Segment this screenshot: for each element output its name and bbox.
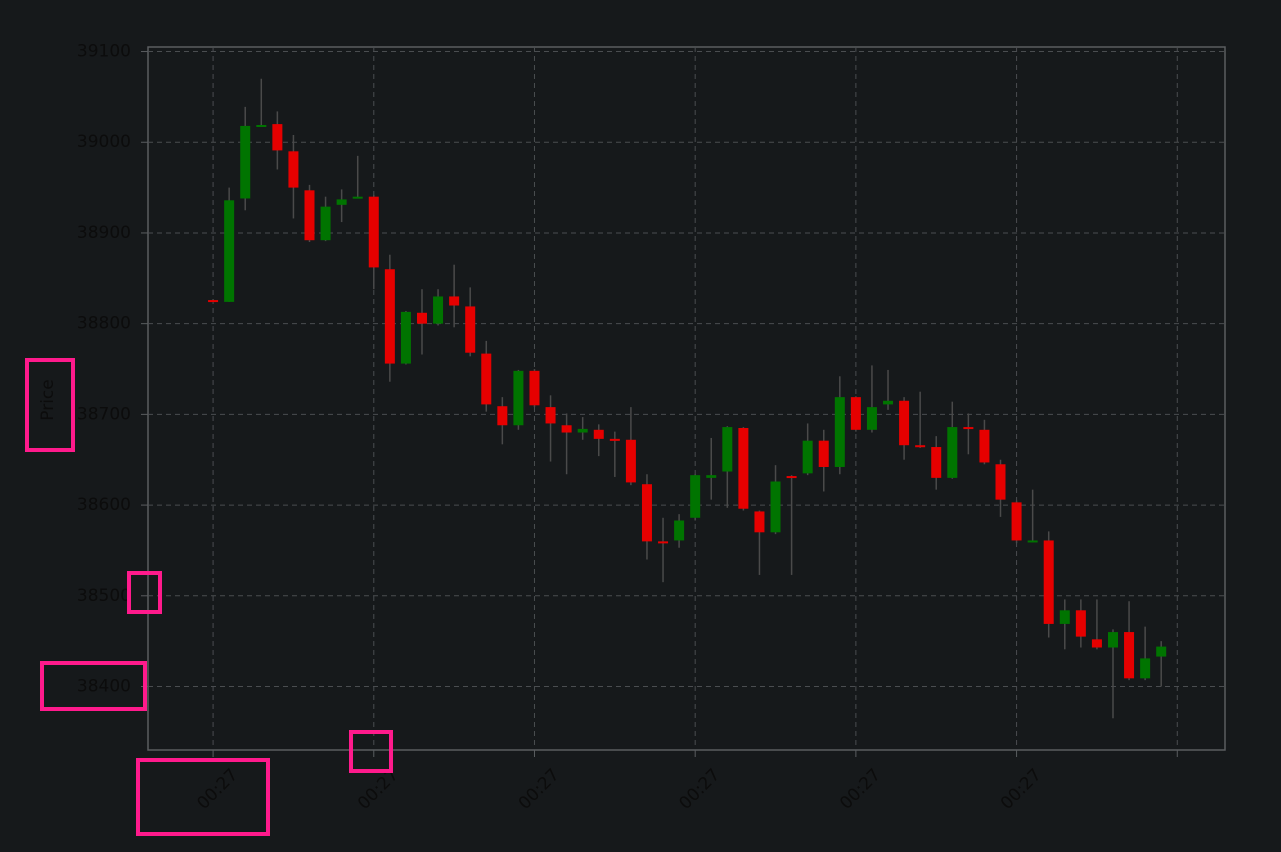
candle-body [416, 312, 427, 324]
candle-body [272, 124, 283, 151]
candle-body [658, 541, 669, 544]
candle-body [336, 199, 347, 205]
candle-body [368, 196, 379, 268]
plot-frame [147, 46, 1226, 751]
candle-body [320, 206, 331, 241]
candle-body [288, 151, 299, 188]
candle-body [593, 429, 604, 439]
candle-body [674, 520, 685, 541]
candle-body [931, 447, 942, 478]
highlight-box [127, 571, 162, 614]
candle-body [1075, 610, 1086, 637]
candle-body [609, 438, 620, 441]
candle-body [384, 269, 395, 364]
candle-body [995, 464, 1006, 500]
y-tick-label: 38600 [77, 495, 131, 515]
candle-body [1091, 639, 1102, 648]
candle-body [1107, 632, 1118, 648]
candle-body [786, 476, 797, 479]
candle-body [818, 440, 829, 467]
candle-body [850, 397, 861, 430]
candle-body [690, 475, 701, 518]
highlight-box [40, 661, 147, 711]
highlight-box [349, 730, 393, 773]
candle-body [802, 440, 813, 474]
candle-body [545, 407, 556, 424]
candle-body [1140, 658, 1151, 679]
candle-body [561, 425, 572, 433]
candle-body [240, 125, 251, 199]
candle-body [497, 406, 508, 426]
candle-body [770, 481, 781, 533]
candle-body [963, 427, 974, 430]
candle-body [834, 397, 845, 467]
candle-body [208, 300, 219, 303]
candle-body [625, 439, 636, 483]
candle-body [915, 445, 926, 448]
candle-body [738, 427, 749, 509]
y-tick-label: 38700 [77, 404, 131, 424]
candle-body [513, 370, 524, 426]
highlight-box [136, 758, 270, 836]
candle-body [224, 200, 235, 302]
candle-body [641, 484, 652, 542]
y-tick-label: 39000 [77, 132, 131, 152]
candle-body [1156, 646, 1167, 657]
y-tick-label: 39100 [77, 42, 131, 62]
candle-body [899, 400, 910, 446]
candle-body [465, 306, 476, 353]
candle-body [529, 370, 540, 406]
candle-body [1011, 502, 1022, 541]
candle-body [754, 511, 765, 533]
y-tick-label: 38400 [77, 677, 131, 697]
candle-body [866, 407, 877, 430]
highlight-box [25, 358, 75, 452]
candle-body [1027, 540, 1038, 543]
candle-body [577, 428, 588, 433]
candle-body [722, 427, 733, 472]
candle-body [947, 427, 958, 478]
candle-body [706, 475, 717, 478]
candle-body [449, 296, 460, 306]
candle-body [256, 125, 267, 128]
y-tick-label: 38500 [77, 586, 131, 606]
candle-body [304, 190, 315, 241]
candle-body [1059, 610, 1070, 624]
candle-body [1043, 540, 1054, 624]
candle-body [1124, 632, 1135, 679]
candle-body [400, 311, 411, 364]
candle-body [433, 296, 444, 324]
candle-body [481, 353, 492, 405]
candle-body [883, 400, 894, 405]
y-tick-label: 38900 [77, 223, 131, 243]
y-tick-label: 38800 [77, 314, 131, 334]
candle-body [979, 429, 990, 463]
y-axis-label: Price [38, 379, 58, 420]
candle-body [352, 196, 363, 199]
